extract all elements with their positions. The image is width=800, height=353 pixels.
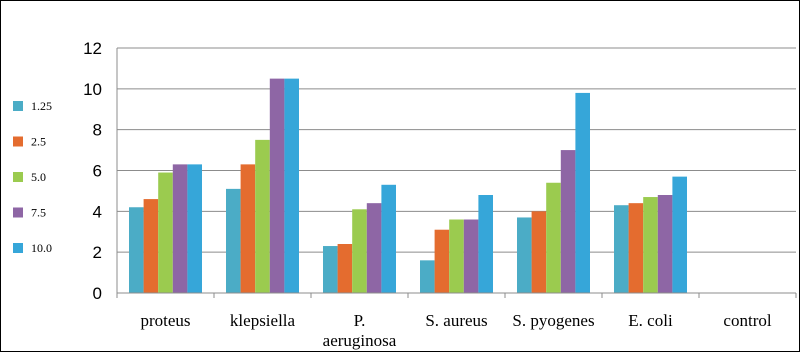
x-category-label: P. xyxy=(354,311,366,330)
y-tick-label: 10 xyxy=(83,80,102,99)
bar-10.0-3 xyxy=(478,195,493,293)
bar-7.5-1 xyxy=(269,78,285,293)
bar-7.5-2 xyxy=(366,203,382,293)
bar-5.0-0 xyxy=(158,172,173,293)
legend-swatch xyxy=(13,243,23,253)
y-tick-label: 2 xyxy=(93,243,102,262)
y-tick-label: 8 xyxy=(93,121,102,140)
legend-label: 5.0 xyxy=(31,170,46,184)
bar-5.0-4 xyxy=(546,182,561,293)
legend-swatch xyxy=(13,136,23,147)
legend-swatch xyxy=(13,172,23,182)
bar-1.25-1 xyxy=(226,188,241,293)
bars xyxy=(129,78,687,294)
legend: 1.25 2.5 5.0 7.5 10.0 xyxy=(13,99,52,255)
bar-10.0-1 xyxy=(284,78,299,293)
bar-2.5-2 xyxy=(337,244,353,293)
bar-1.25-0 xyxy=(129,207,144,293)
bar-2.5-0 xyxy=(143,199,159,293)
x-category-label: proteus xyxy=(140,311,190,330)
x-category-label: S. pyogenes xyxy=(512,311,594,330)
y-tick-label: 0 xyxy=(93,284,102,303)
legend-label: 7.5 xyxy=(31,206,46,220)
y-tick-label: 4 xyxy=(93,202,102,221)
bar-2.5-5 xyxy=(628,203,644,293)
bar-5.0-2 xyxy=(352,209,367,293)
bar-10.0-2 xyxy=(381,184,396,293)
legend-label: 1.25 xyxy=(31,99,52,113)
bar-5.0-3 xyxy=(449,219,464,293)
x-category-label: S. aureus xyxy=(425,311,487,330)
x-category-label: klepsiella xyxy=(230,311,296,330)
legend-swatch xyxy=(13,207,23,218)
bar-7.5-3 xyxy=(463,219,479,293)
bar-2.5-1 xyxy=(240,164,256,293)
bar-5.0-5 xyxy=(643,197,658,293)
bar-5.0-1 xyxy=(255,139,270,293)
bar-1.25-5 xyxy=(614,205,629,293)
bar-7.5-4 xyxy=(560,150,576,293)
legend-label: 10.0 xyxy=(31,241,52,255)
bar-1.25-4 xyxy=(517,217,532,293)
bar-2.5-3 xyxy=(434,229,450,293)
axes xyxy=(116,48,797,298)
bar-2.5-4 xyxy=(531,211,547,293)
x-category-label: E. coli xyxy=(628,311,673,330)
bar-1.25-3 xyxy=(420,260,435,293)
x-category-label: aeruginosa xyxy=(323,331,397,350)
legend-swatch xyxy=(13,101,23,111)
bar-10.0-0 xyxy=(187,164,202,293)
x-category-labels: proteus klepsiella P.aeruginosa S. aureus S.… xyxy=(140,311,771,350)
y-tick-label: 12 xyxy=(83,39,102,58)
bar-7.5-5 xyxy=(657,195,673,293)
bar-7.5-0 xyxy=(172,164,188,293)
bar-10.0-4 xyxy=(575,92,590,294)
bar-10.0-5 xyxy=(672,176,687,293)
bar-1.25-2 xyxy=(323,246,338,293)
y-tick-label: 6 xyxy=(93,162,102,181)
legend-label: 2.5 xyxy=(31,135,46,149)
y-tick-labels: 0 2 4 6 8 10 12 xyxy=(83,39,102,303)
x-category-label: control xyxy=(723,311,771,330)
